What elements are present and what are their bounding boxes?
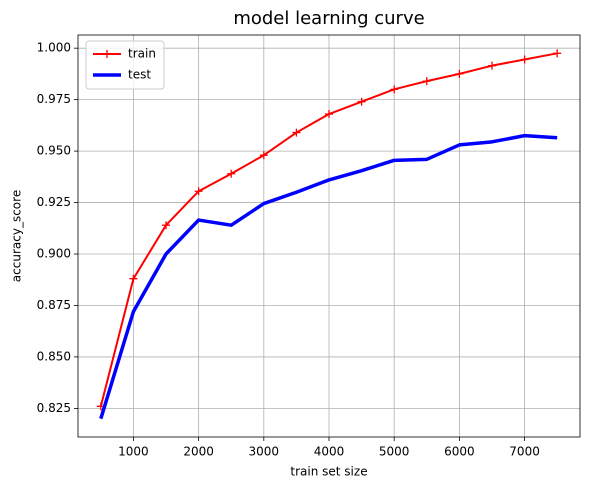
y-tick-label: 0.825 xyxy=(37,401,71,415)
x-tick-label: 2000 xyxy=(183,445,214,459)
marker xyxy=(422,77,431,86)
marker xyxy=(129,274,138,283)
chart-title: model learning curve xyxy=(233,8,424,29)
legend-label: test xyxy=(128,68,151,82)
marker xyxy=(455,69,464,78)
marker xyxy=(553,49,562,58)
x-axis-label: train set size xyxy=(290,465,367,479)
x-tick-label: 4000 xyxy=(314,445,345,459)
x-tick-label: 5000 xyxy=(379,445,410,459)
legend-marker xyxy=(103,50,111,58)
y-tick-label: 0.975 xyxy=(37,92,71,106)
marker xyxy=(194,187,203,196)
y-tick-label: 0.875 xyxy=(37,298,71,312)
y-tick-label: 0.950 xyxy=(37,144,71,158)
marker xyxy=(357,97,366,106)
marker xyxy=(162,221,171,230)
legend-label: train xyxy=(128,47,156,61)
marker xyxy=(520,55,529,64)
y-axis-label: accuracy_score xyxy=(10,190,24,282)
marker xyxy=(390,85,399,94)
marker xyxy=(227,169,236,178)
y-tick-label: 1.000 xyxy=(37,41,71,55)
series-line xyxy=(99,133,558,420)
plot-frame xyxy=(77,34,581,438)
marker xyxy=(325,110,333,119)
x-tick-label: 1000 xyxy=(118,445,149,459)
marker xyxy=(292,128,301,137)
marker xyxy=(259,151,268,160)
y-tick-label: 0.900 xyxy=(37,247,71,261)
marker xyxy=(487,61,496,70)
y-tick-label: 0.925 xyxy=(37,195,71,209)
x-tick-label: 3000 xyxy=(249,445,280,459)
x-tick-label: 7000 xyxy=(509,445,540,459)
y-tick-label: 0.850 xyxy=(37,349,71,363)
x-tick-label: 6000 xyxy=(444,445,475,459)
